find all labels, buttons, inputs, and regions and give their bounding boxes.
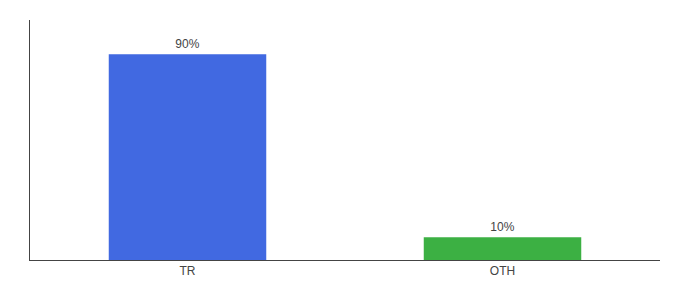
svg-text:90%: 90% xyxy=(175,37,199,51)
svg-text:TR: TR xyxy=(180,264,196,278)
svg-text:OTH: OTH xyxy=(490,264,515,278)
svg-text:10%: 10% xyxy=(490,220,514,234)
